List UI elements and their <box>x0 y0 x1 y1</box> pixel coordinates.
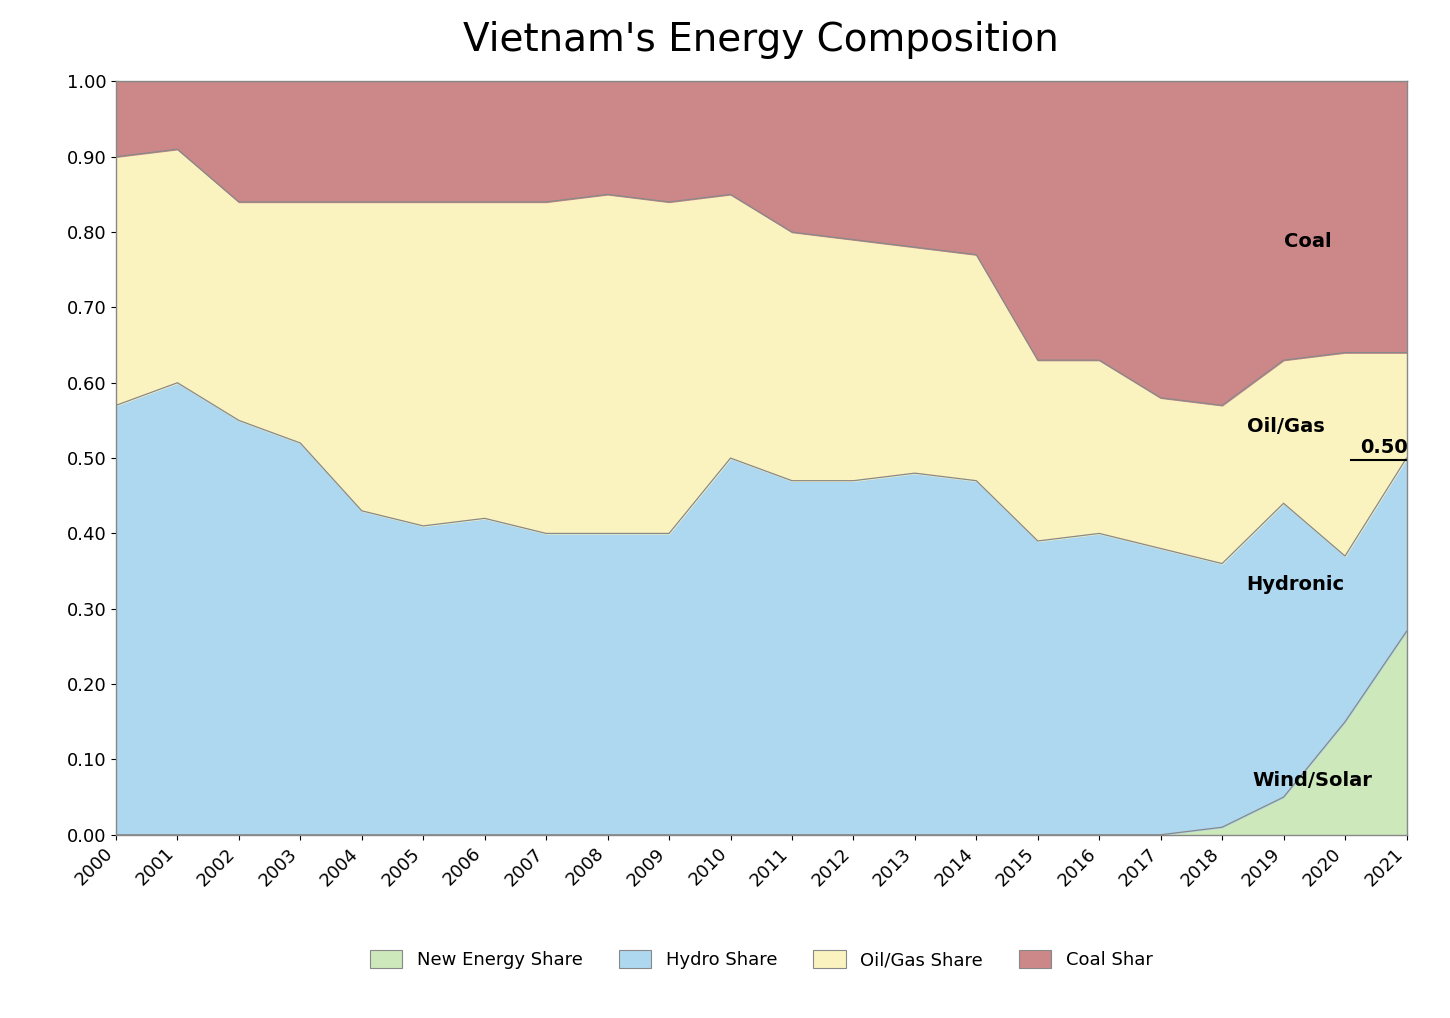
Title: Vietnam's Energy Composition: Vietnam's Energy Composition <box>464 21 1058 59</box>
Legend: New Energy Share, Hydro Share, Oil/Gas Share, Coal Shar: New Energy Share, Hydro Share, Oil/Gas S… <box>362 943 1160 976</box>
Text: Coal: Coal <box>1283 232 1331 251</box>
Text: Oil/Gas: Oil/Gas <box>1247 416 1324 436</box>
Text: 0.50: 0.50 <box>1360 438 1408 457</box>
Text: Wind/Solar: Wind/Solar <box>1253 771 1373 790</box>
Text: Hydronic: Hydronic <box>1247 575 1344 593</box>
